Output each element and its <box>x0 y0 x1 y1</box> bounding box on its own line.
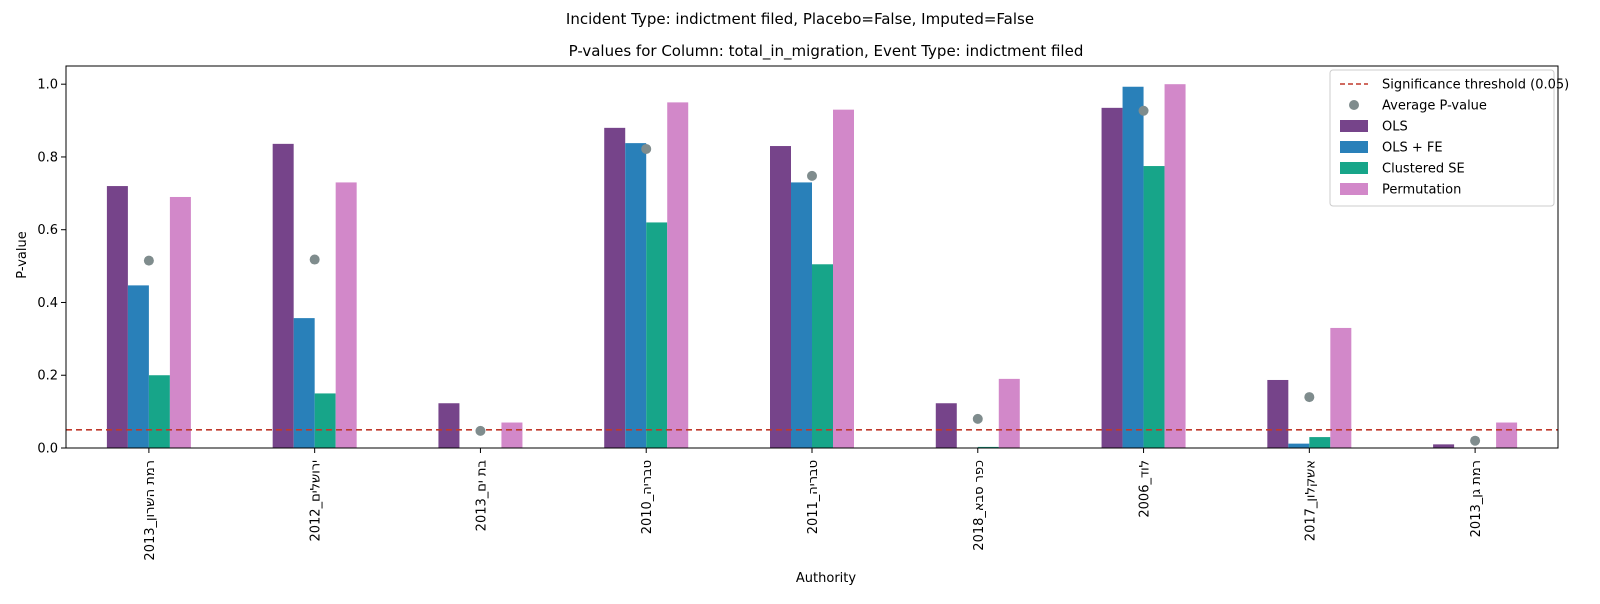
x-tick-label: רמת גן_2013 <box>1469 460 1484 537</box>
legend: Significance threshold (0.05) Average P-v… <box>1329 69 1569 207</box>
bar-ols-5 <box>935 403 957 448</box>
x-tick-label: רמת השרון_2013 <box>143 460 158 561</box>
bar-clustered-se-1 <box>314 393 336 448</box>
bar-ols-1 <box>272 143 294 449</box>
chart-title: P-values for Column: total_in_migration,… <box>569 42 1084 61</box>
legend-label-threshold: Significance threshold (0.05) <box>1382 78 1569 93</box>
bar-permutation-7 <box>1330 327 1352 448</box>
bar-permutation-8 <box>1496 422 1518 448</box>
bar-permutation-2 <box>501 422 523 448</box>
y-tick-label: 0.2 <box>37 369 58 384</box>
figure-suptitle: Incident Type: indictment filed, Placebo… <box>566 10 1034 28</box>
y-tick-label: 0.8 <box>37 150 58 165</box>
x-tick-label: לוד_2006 <box>1138 460 1153 518</box>
average-point-3 <box>641 143 652 154</box>
x-axis-label: Authority <box>796 571 856 586</box>
bar-permutation-5 <box>998 378 1020 448</box>
average-point-5 <box>972 413 983 424</box>
x-tick-label: ירושלים_2012 <box>309 460 324 542</box>
y-tick-label: 1.0 <box>37 78 58 93</box>
bar-ols-fe-3 <box>625 143 647 448</box>
bar-ols-fe-6 <box>1122 86 1144 449</box>
average-points-layer <box>143 105 1481 446</box>
average-point-0 <box>143 255 154 266</box>
y-axis-label: P-value <box>15 231 30 278</box>
bars-layer <box>106 84 1518 449</box>
bar-ols-4 <box>770 146 791 449</box>
bar-clustered-se-5 <box>977 446 999 448</box>
average-point-2 <box>475 425 486 436</box>
legend-swatch-ols-fe <box>1340 141 1368 153</box>
legend-swatch-ols <box>1340 120 1368 132</box>
legend-label-ols-fe: OLS + FE <box>1382 141 1443 156</box>
legend-label-permutation: Permutation <box>1382 183 1461 198</box>
legend-swatch-permutation <box>1340 183 1368 195</box>
legend-swatch-average <box>1349 100 1359 110</box>
y-tick-label: 0.4 <box>37 296 58 311</box>
bar-permutation-3 <box>667 102 689 448</box>
bar-ols-6 <box>1101 107 1123 448</box>
x-tick-label: כפר סבא_2018 <box>972 460 987 551</box>
bar-permutation-1 <box>335 182 357 449</box>
bar-ols-2 <box>438 403 460 448</box>
legend-swatch-clustered-se <box>1340 162 1368 174</box>
x-tick-label: בת ים_2013 <box>474 460 489 531</box>
bar-ols-0 <box>106 186 128 448</box>
average-point-8 <box>1470 435 1481 446</box>
x-tick-label: טבריה_2010 <box>640 460 655 534</box>
average-point-6 <box>1138 105 1149 116</box>
average-point-7 <box>1304 392 1315 403</box>
bar-permutation-6 <box>1164 84 1186 448</box>
bar-ols-8 <box>1433 444 1455 448</box>
y-tick-label: 0.6 <box>37 223 58 238</box>
bar-ols-7 <box>1267 379 1289 448</box>
bar-ols-3 <box>604 127 626 448</box>
bar-clustered-se-0 <box>148 375 170 448</box>
y-tick-label: 0.0 <box>37 442 58 457</box>
bar-clustered-se-7 <box>1309 437 1331 448</box>
average-point-4 <box>807 170 817 181</box>
legend-box <box>1329 69 1555 207</box>
average-point-1 <box>309 254 320 265</box>
x-tick-label: אשקלון_2017 <box>1303 460 1318 541</box>
legend-label-average: Average P-value <box>1382 99 1487 114</box>
bar-ols-fe-7 <box>1288 443 1310 448</box>
axes-layer: 0.0 0.2 0.4 0.6 0.8 1.0 רמת השרון_2013 ירושלים_… <box>37 65 1559 561</box>
bar-clustered-se-3 <box>646 222 668 448</box>
bar-clustered-se-6 <box>1143 166 1165 449</box>
legend-label-clustered-se: Clustered SE <box>1382 162 1465 177</box>
bar-permutation-4 <box>833 109 854 448</box>
bar-ols-fe-0 <box>127 285 149 448</box>
legend-label-ols: OLS <box>1382 120 1408 135</box>
bar-ols-fe-1 <box>293 318 315 448</box>
bar-ols-fe-4 <box>791 182 812 449</box>
bar-permutation-0 <box>169 196 191 448</box>
bar-clustered-se-4 <box>812 264 833 448</box>
x-tick-label: טבריה_2011 <box>806 460 821 534</box>
